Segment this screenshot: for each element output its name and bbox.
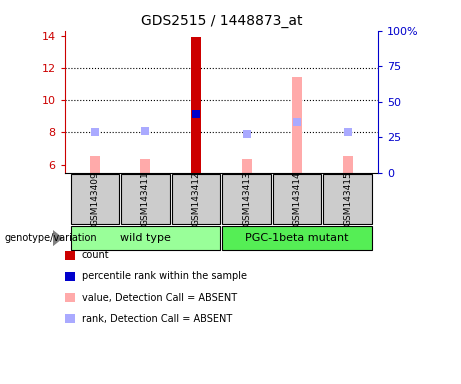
Bar <box>71 174 119 223</box>
Bar <box>172 174 220 223</box>
Bar <box>343 156 353 173</box>
Text: percentile rank within the sample: percentile rank within the sample <box>82 271 247 281</box>
Point <box>243 131 250 137</box>
Point <box>344 129 351 135</box>
Bar <box>71 226 220 250</box>
Bar <box>273 174 321 223</box>
Point <box>192 111 200 117</box>
Bar <box>222 226 372 250</box>
Point <box>91 129 99 135</box>
Text: rank, Detection Call = ABSENT: rank, Detection Call = ABSENT <box>82 314 232 324</box>
Bar <box>121 174 170 223</box>
Text: GSM143412: GSM143412 <box>191 171 201 226</box>
Polygon shape <box>53 230 63 246</box>
Text: GSM143414: GSM143414 <box>293 171 301 226</box>
Title: GDS2515 / 1448873_at: GDS2515 / 1448873_at <box>141 14 302 28</box>
Text: value, Detection Call = ABSENT: value, Detection Call = ABSENT <box>82 293 236 303</box>
Point <box>294 119 301 125</box>
Text: count: count <box>82 250 109 260</box>
Bar <box>292 77 302 173</box>
Bar <box>191 37 201 173</box>
Text: GSM143411: GSM143411 <box>141 171 150 226</box>
Text: genotype/variation: genotype/variation <box>5 233 97 243</box>
Bar <box>222 174 271 223</box>
Text: PGC-1beta mutant: PGC-1beta mutant <box>245 233 349 243</box>
Text: GSM143413: GSM143413 <box>242 171 251 226</box>
Text: GSM143415: GSM143415 <box>343 171 352 226</box>
Bar <box>324 174 372 223</box>
Point <box>142 128 149 134</box>
Text: GSM143409: GSM143409 <box>90 171 100 226</box>
Bar <box>90 156 100 173</box>
Bar <box>242 159 252 173</box>
Bar <box>141 159 150 173</box>
Text: wild type: wild type <box>120 233 171 243</box>
